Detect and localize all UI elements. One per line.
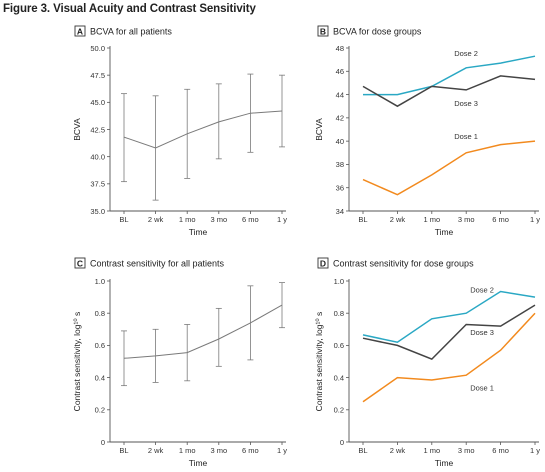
x-tick-label: 1 y <box>277 215 287 224</box>
x-tick-label: 1 y <box>530 446 540 455</box>
y-tick-label: 40 <box>336 137 344 146</box>
x-axis-title: Time <box>189 227 208 237</box>
series-line-all-patients <box>123 304 283 359</box>
y-tick-label: 35.0 <box>90 207 105 216</box>
y-tick-label: 48 <box>336 44 344 53</box>
x-tick-label: 3 mo <box>458 446 475 455</box>
panel-badge-box <box>74 25 86 37</box>
series-label-dose-3: Dose 3 <box>470 328 494 337</box>
series-line-dose-1 <box>362 140 536 196</box>
x-axis-title: Time <box>189 458 208 468</box>
y-tick-label: 0.6 <box>95 341 105 350</box>
series-label-dose-1: Dose 1 <box>470 383 494 392</box>
x-tick-label: 6 mo <box>242 215 259 224</box>
x-axis-title: Time <box>435 458 454 468</box>
series-line-all-patients <box>123 110 283 149</box>
y-tick-label: 37.5 <box>90 180 105 189</box>
panel-badge-box <box>317 257 329 269</box>
series-label-dose-3: Dose 3 <box>454 99 478 108</box>
x-tick-label: 6 mo <box>492 215 509 224</box>
series-line-dose-3 <box>362 75 536 108</box>
y-tick-label: 0 <box>101 438 105 447</box>
chart-panel-c: C Contrast sensitivity for all patients 0 0… <box>72 257 287 468</box>
panel-badge-box <box>74 257 86 269</box>
y-tick-label: 0.2 <box>95 406 105 415</box>
y-tick-label: 0.4 <box>95 373 105 382</box>
x-tick-label: 6 mo <box>242 446 259 455</box>
panel-letter: D <box>320 258 326 268</box>
y-tick-label: 1.0 <box>334 277 344 286</box>
series-line-dose-3 <box>362 304 536 360</box>
y-tick-label: 42.5 <box>90 125 105 134</box>
x-tick-label: 1 y <box>530 215 540 224</box>
y-axis-title: BCVA <box>72 118 82 141</box>
y-tick-label: 42 <box>336 114 344 123</box>
panel-title: Contrast sensitivity for all patients <box>90 259 225 269</box>
x-tick-label: 1 mo <box>179 215 196 224</box>
y-tick-label: 38 <box>336 160 344 169</box>
y-tick-label: 0 <box>340 438 344 447</box>
y-axis-title: Contrast sensitivity, log¹⁰ s <box>72 312 82 412</box>
series-label-dose-2: Dose 2 <box>470 285 494 294</box>
y-tick-label: 46 <box>336 67 344 76</box>
x-tick-label: 2 wk <box>148 215 164 224</box>
figure-title: Figure 3. Visual Acuity and Contrast Sen… <box>3 3 256 15</box>
y-tick-label: 0.4 <box>334 373 344 382</box>
series-label-dose-1: Dose 1 <box>454 132 478 141</box>
panel-badge-box <box>317 25 329 37</box>
x-tick-label: 2 wk <box>390 446 406 455</box>
chart-panel-d: D Contrast sensitivity for dose groups 0 0.… <box>314 257 540 468</box>
panel-letter: C <box>77 258 83 268</box>
x-tick-label: 1 mo <box>423 446 440 455</box>
y-axis-title: BCVA <box>314 118 324 141</box>
y-tick-label: 44 <box>336 90 344 99</box>
series-label-dose-2: Dose 2 <box>454 49 478 58</box>
x-tick-label: BL <box>358 215 367 224</box>
y-tick-label: 34 <box>336 207 344 216</box>
series-line-dose-2 <box>362 290 536 344</box>
x-tick-label: 2 wk <box>148 446 164 455</box>
y-tick-label: 50.0 <box>90 44 105 53</box>
x-tick-label: 1 mo <box>423 215 440 224</box>
y-tick-label: 45.0 <box>90 98 105 107</box>
y-tick-label: 0.6 <box>334 341 344 350</box>
x-tick-label: BL <box>358 446 367 455</box>
panel-letter: B <box>320 26 326 36</box>
y-tick-label: 0.8 <box>334 309 344 318</box>
x-tick-label: 2 wk <box>390 215 406 224</box>
y-tick-label: 1.0 <box>95 277 105 286</box>
panel-letter: A <box>77 26 83 36</box>
y-tick-label: 47.5 <box>90 71 105 80</box>
y-tick-label: 0.2 <box>334 406 344 415</box>
series-line-dose-1 <box>362 312 536 403</box>
x-tick-label: BL <box>119 446 128 455</box>
series-line-dose-2 <box>363 55 536 96</box>
x-tick-label: 3 mo <box>210 215 227 224</box>
y-axis-title: Contrast sensitivity, log¹⁰ s <box>314 312 324 412</box>
panel-title: BCVA for all patients <box>90 27 172 37</box>
y-tick-label: 0.8 <box>95 309 105 318</box>
y-tick-label: 40.0 <box>90 152 105 161</box>
x-tick-label: 3 mo <box>210 446 227 455</box>
panel-title: Contrast sensitivity for dose groups <box>333 259 474 269</box>
x-tick-label: 1 mo <box>179 446 196 455</box>
x-tick-label: 6 mo <box>492 446 509 455</box>
panel-title: BCVA for dose groups <box>333 27 422 37</box>
x-tick-label: 3 mo <box>458 215 475 224</box>
y-tick-label: 36 <box>336 184 344 193</box>
chart-panel-b: B BCVA for dose groups 34 36 38 40 42 44 46 48 BL 2… <box>314 25 540 237</box>
chart-panel-a: A BCVA for all patients 35.0 37.5 40.0 42.5 45… <box>72 25 287 237</box>
x-tick-label: 1 y <box>277 446 287 455</box>
x-axis-title: Time <box>435 227 454 237</box>
x-tick-label: BL <box>119 215 128 224</box>
